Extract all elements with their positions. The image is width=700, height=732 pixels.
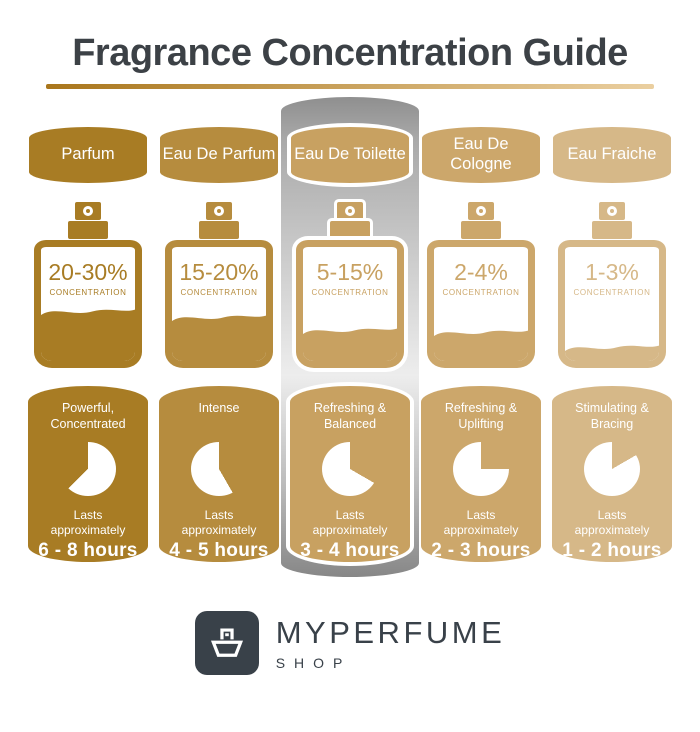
brand-subtitle: SHOP	[275, 655, 352, 671]
fragrance-type-label: Eau De Parfum	[160, 127, 278, 183]
concentration-label: CONCENTRATION	[573, 288, 651, 297]
trait-label: Powerful, Concentrated	[50, 401, 126, 431]
duration-label: 6 - 8 hours	[38, 540, 138, 561]
fragrance-type-label: Parfum	[29, 127, 147, 183]
liquid-fill	[434, 330, 528, 361]
clock-pie-icon	[191, 441, 247, 496]
nozzle-hole-icon	[83, 206, 93, 216]
spray-top	[330, 202, 370, 239]
fragrance-type-label: Eau De Toilette	[291, 127, 409, 183]
concentration-label: CONCENTRATION	[49, 288, 127, 297]
spray-top	[68, 202, 108, 239]
perfume-bottle: 2-4% CONCENTRATION	[427, 240, 535, 368]
concentration-value: 15-20%	[179, 259, 259, 285]
duration-label: 3 - 4 hours	[300, 540, 400, 561]
bottle-neck	[199, 221, 239, 239]
clock-pie-icon	[322, 441, 378, 496]
concentration-label: CONCENTRATION	[442, 288, 520, 297]
spray-nozzle-icon	[599, 202, 625, 220]
trait-label: Refreshing & Uplifting	[444, 401, 518, 431]
fragrance-type-label: Eau Fraiche	[553, 127, 671, 183]
bottle-neck	[592, 221, 632, 239]
title-underline	[46, 84, 654, 89]
liquid-fill	[172, 315, 266, 361]
infographic-page: Fragrance Concentration Guide Parfum 20-…	[0, 32, 700, 732]
concentration-value: 1-3%	[585, 259, 639, 285]
brand-text-block: MYPERFUME SHOP	[276, 615, 506, 671]
column-parfum: Parfum 20-30% CONCENTRATION Powerful, Co…	[26, 127, 150, 562]
liquid-wave	[565, 345, 659, 351]
trait-label: Intense	[198, 401, 240, 415]
page-title: Fragrance Concentration Guide	[72, 32, 628, 74]
liquid-wave	[172, 315, 266, 321]
column-eau-de-parfum: Eau De Parfum 15-20% CONCENTRATION Inten…	[157, 127, 281, 562]
duration-label: 4 - 5 hours	[169, 540, 269, 561]
concentration-label: CONCENTRATION	[180, 288, 258, 297]
info-card: Refreshing & Balanced Lasts approximatel…	[290, 386, 410, 562]
nozzle-hole-icon	[607, 206, 617, 216]
perfume-bottle: 15-20% CONCENTRATION	[165, 240, 273, 368]
concentration-value: 5-15%	[316, 259, 384, 285]
brand-logo	[194, 611, 259, 675]
bottle-neck	[461, 221, 501, 239]
columns-row: Parfum 20-30% CONCENTRATION Powerful, Co…	[0, 97, 700, 562]
column-eau-de-toilette: Eau De Toilette 5-15% CONCENTRATION Refr…	[288, 127, 412, 562]
column-eau-de-cologne: Eau De Cologne 2-4% CONCENTRATION Refres…	[419, 127, 543, 562]
footer: MYPERFUME SHOP	[0, 611, 700, 675]
info-card: Intense Lasts approximately 4 - 5 hours	[159, 386, 279, 562]
concentration-value: 20-30%	[48, 259, 128, 285]
liquid-wave	[303, 328, 397, 334]
liquid-wave	[434, 330, 528, 336]
lasts-label: Lasts approximately	[443, 508, 519, 537]
brand-name: MYPERFUME	[275, 615, 506, 650]
lasts-label: Lasts approximately	[50, 508, 126, 537]
spray-nozzle-icon	[75, 202, 101, 220]
liquid-wave	[41, 309, 135, 315]
concentration-value: 2-4%	[454, 259, 508, 285]
fragrance-type-label: Eau De Cologne	[422, 127, 540, 183]
logo-bottle-icon	[210, 628, 243, 657]
liquid-fill	[303, 328, 397, 361]
perfume-bottle: 5-15% CONCENTRATION	[296, 240, 404, 368]
liquid-fill	[565, 345, 659, 361]
nozzle-hole-icon	[214, 206, 224, 216]
spray-top	[461, 202, 501, 239]
concentration-label: CONCENTRATION	[311, 288, 389, 297]
nozzle-hole-icon	[476, 206, 486, 216]
spray-top	[592, 202, 632, 239]
bottle-neck	[330, 221, 370, 239]
perfume-bottle: 1-3% CONCENTRATION	[558, 240, 666, 368]
column-eau-fraiche: Eau Fraiche 1-3% CONCENTRATION Stimulati…	[550, 127, 674, 562]
perfume-bottle: 20-30% CONCENTRATION	[34, 240, 142, 368]
nozzle-hole-icon	[345, 206, 355, 216]
duration-label: 2 - 3 hours	[431, 540, 531, 561]
bottle-neck	[68, 221, 108, 239]
spray-nozzle-icon	[468, 202, 494, 220]
trait-label: Refreshing & Balanced	[313, 401, 387, 431]
duration-label: 1 - 2 hours	[562, 540, 662, 561]
lasts-label: Lasts approximately	[181, 508, 257, 537]
info-card: Powerful, Concentrated Lasts approximate…	[28, 386, 148, 562]
clock-pie-icon	[584, 441, 640, 496]
lasts-label: Lasts approximately	[312, 508, 388, 537]
info-card: Refreshing & Uplifting Lasts approximate…	[421, 386, 541, 562]
lasts-label: Lasts approximately	[574, 508, 650, 537]
trait-label: Stimulating & Bracing	[575, 401, 649, 431]
spray-top	[199, 202, 239, 239]
info-card: Stimulating & Bracing Lasts approximatel…	[552, 386, 672, 562]
spray-nozzle-icon	[337, 202, 363, 220]
clock-pie-icon	[60, 441, 116, 496]
comparison-board: Parfum 20-30% CONCENTRATION Powerful, Co…	[0, 97, 700, 589]
liquid-fill	[41, 309, 135, 361]
clock-pie-icon	[453, 441, 509, 496]
spray-nozzle-icon	[206, 202, 232, 220]
